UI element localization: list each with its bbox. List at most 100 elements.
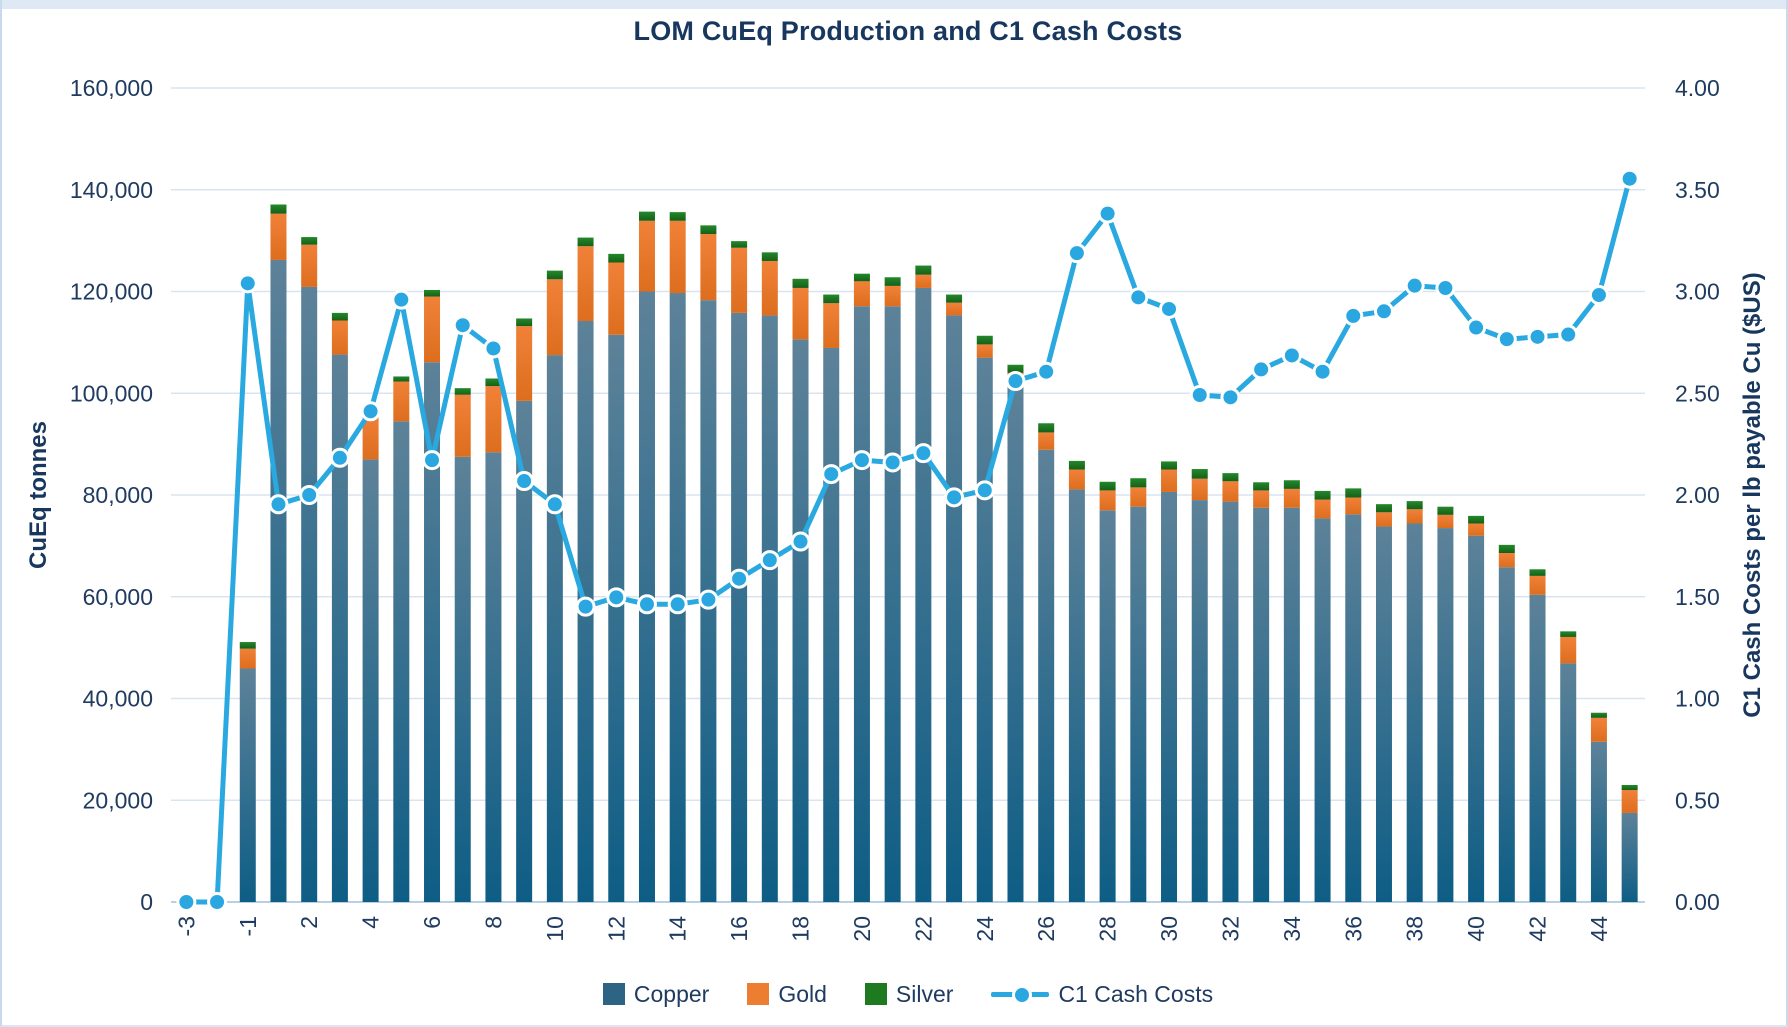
c1-line-marker: [1066, 243, 1087, 264]
gold-bar-segment: [1529, 575, 1546, 595]
copper-bar-segment: [792, 339, 809, 902]
x-tick-label: 8: [480, 916, 506, 929]
x-tick-label: 26: [1033, 916, 1059, 942]
copper-bar-segment: [946, 315, 963, 902]
gold-bar-segment: [362, 412, 379, 460]
gold-bar-segment: [1314, 499, 1331, 519]
silver-bar-segment: [669, 212, 686, 221]
y-right-tick-label: 0.00: [1675, 889, 1720, 915]
y-left-tick-label: 160,000: [70, 75, 153, 101]
copper-bar-segment: [1314, 518, 1331, 902]
y-right-axis-title: C1 Cash Costs per lb payable Cu ($US): [1739, 272, 1766, 717]
c1-line-marker: [821, 464, 842, 485]
gold-bar-segment: [853, 281, 870, 307]
c1-line-marker: [1128, 287, 1149, 308]
c1-line-marker: [299, 485, 320, 505]
gold-bar-segment: [1253, 490, 1270, 508]
silver-bar-segment: [424, 289, 441, 297]
silver-bar-segment: [393, 376, 410, 382]
gold-bar-segment: [331, 320, 348, 355]
copper-bar-segment: [1038, 449, 1055, 902]
x-tick-label: 20: [849, 916, 875, 942]
x-tick-label: 24: [972, 916, 998, 942]
silver-bar-segment: [1007, 364, 1024, 373]
gold-bar-segment: [1498, 552, 1515, 568]
chart-title: LOM CuEq Production and C1 Cash Costs: [633, 16, 1183, 46]
copper-bar-segment: [331, 354, 348, 903]
gold-bar-segment: [638, 220, 655, 292]
c1-line-marker: [360, 401, 381, 422]
gold-bar-segment: [239, 648, 256, 669]
c1-line-marker: [176, 892, 197, 912]
gold-swatch-icon: [747, 983, 770, 1005]
gold-bar-segment: [915, 274, 932, 288]
c1-line-marker: [636, 594, 657, 615]
copper-bar-segment: [1437, 528, 1454, 902]
c1-line-marker: [1373, 301, 1394, 322]
c1-line-marker: [606, 587, 627, 608]
y-right-tick-label: 1.00: [1675, 686, 1720, 712]
gold-bar-segment: [1038, 432, 1055, 450]
x-tick-label: 30: [1156, 916, 1182, 942]
gold-bar-segment: [1161, 469, 1178, 492]
gold-bar-segment: [1222, 481, 1239, 502]
silver-bar-segment: [331, 312, 348, 321]
y-right-tick-label: 3.50: [1675, 177, 1720, 203]
silver-bar-segment: [239, 642, 256, 649]
copper-bar-segment: [1253, 507, 1270, 902]
gold-bar-segment: [1590, 717, 1607, 742]
y-left-tick-label: 40,000: [83, 686, 153, 712]
x-tick-label: 18: [788, 916, 814, 942]
c1-line-marker: [1097, 203, 1118, 224]
x-tick-label: 32: [1217, 916, 1243, 942]
silver-bar-segment: [1437, 506, 1454, 515]
y-right-tick-label: 2.00: [1675, 482, 1720, 508]
silver-bar-segment: [1621, 784, 1638, 791]
x-tick-label: 16: [726, 916, 752, 942]
silver-bar-segment: [1068, 460, 1085, 470]
copper-bar-segment: [1161, 491, 1178, 902]
silver-bar-segment: [884, 277, 901, 286]
y-left-tick-label: 140,000: [70, 177, 153, 203]
copper-bar-segment: [1068, 489, 1085, 902]
c1-line-marker: [1496, 329, 1517, 350]
copper-bar-segment: [976, 357, 993, 902]
silver-bar-segment: [1406, 501, 1423, 510]
legend-item-silver: Silver: [864, 980, 954, 1008]
gold-bar-segment: [454, 394, 471, 457]
c1-line-marker: [1312, 361, 1333, 382]
window-top-strip: [2, 0, 1786, 9]
c1-line-sample-icon: [991, 983, 1050, 1005]
x-tick-label: 12: [603, 916, 629, 942]
copper-bar-segment: [1099, 510, 1116, 902]
gold-bar-segment: [546, 279, 563, 356]
gold-bar-segment: [608, 262, 625, 335]
c1-line-marker: [759, 550, 780, 571]
gold-bar-segment: [301, 244, 318, 287]
x-tick-label: 40: [1463, 916, 1489, 942]
gold-bar-segment: [669, 220, 686, 294]
x-tick-label: 36: [1340, 916, 1366, 942]
c1-line-marker: [207, 892, 228, 912]
legend-label-silver: Silver: [895, 980, 954, 1007]
c1-line-marker: [851, 450, 872, 471]
x-tick-label: 34: [1279, 916, 1305, 942]
gold-bar-segment: [1468, 523, 1485, 536]
c1-line-marker: [1036, 361, 1057, 382]
copper-bar-segment: [884, 306, 901, 902]
silver-bar-segment: [516, 318, 533, 327]
copper-bar-segment: [362, 459, 379, 902]
gold-bar-segment: [976, 344, 993, 358]
c1-line-marker: [1527, 326, 1548, 347]
c1-line-marker: [1159, 298, 1180, 319]
gold-bar-segment: [1375, 512, 1392, 527]
copper-bar-segment: [270, 259, 287, 902]
silver-bar-segment: [1529, 569, 1546, 576]
gold-bar-segment: [1068, 469, 1085, 490]
c1-line-marker: [1588, 284, 1609, 305]
y-right-tick-label: 2.50: [1675, 380, 1720, 406]
c1-line-marker: [1281, 345, 1302, 366]
legend-item-gold: Gold: [747, 981, 827, 1008]
x-tick-label: 42: [1525, 916, 1551, 942]
